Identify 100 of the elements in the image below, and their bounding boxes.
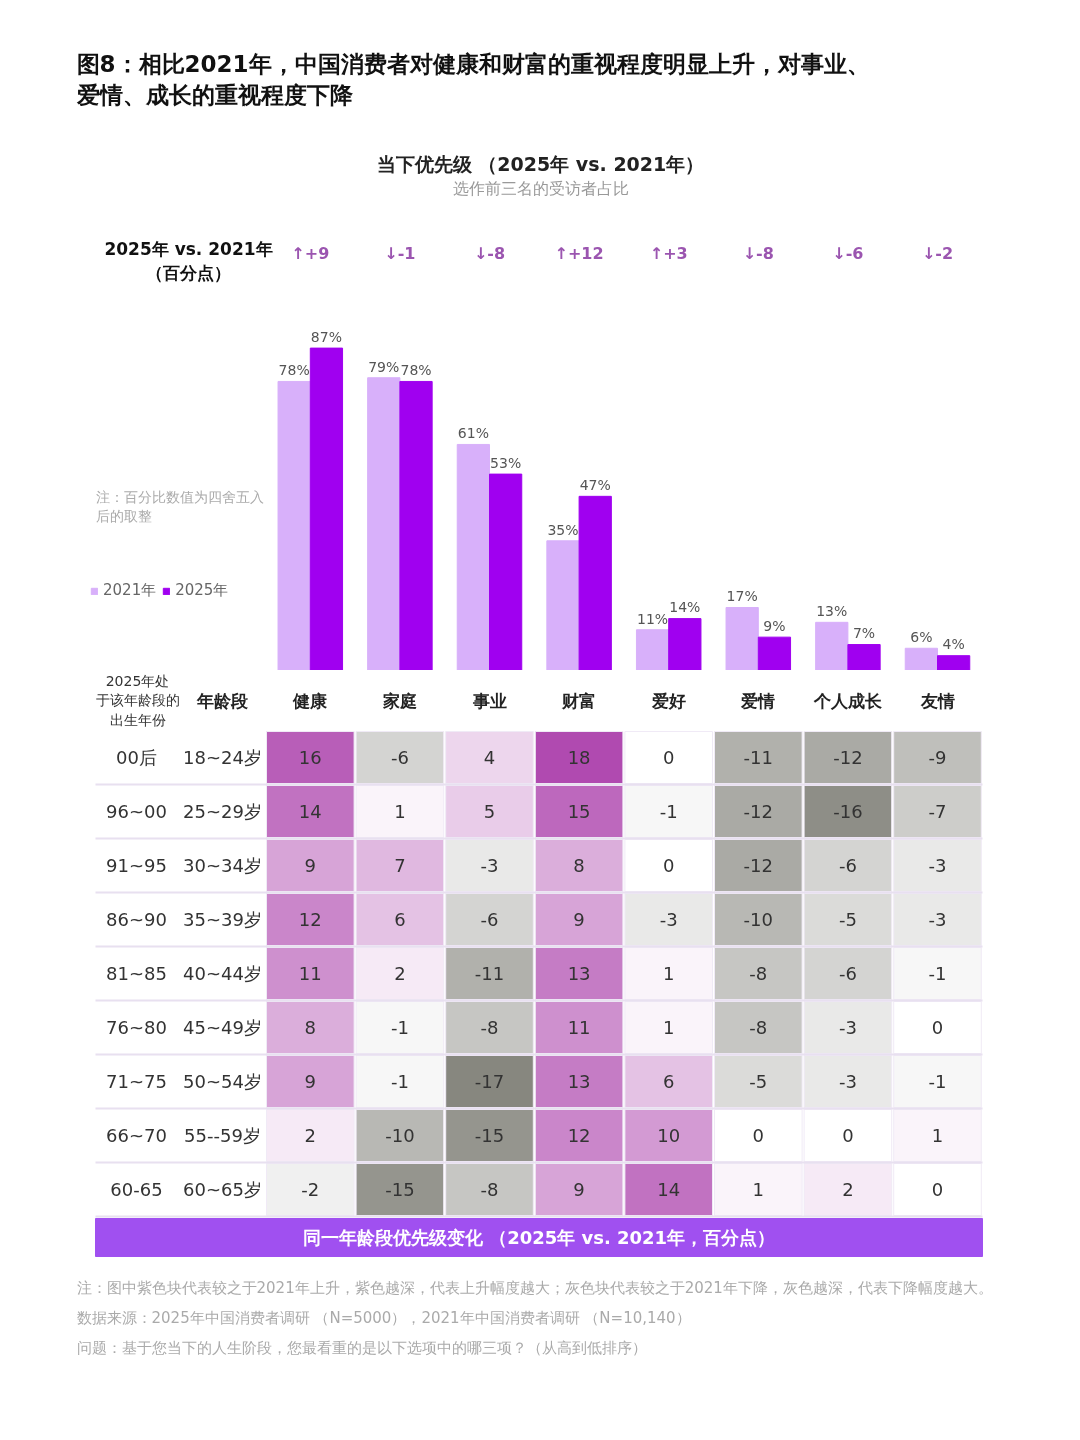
data-label: -1 xyxy=(928,963,947,984)
bar xyxy=(847,644,881,670)
bar xyxy=(309,347,344,670)
chart-title: 当下优先级 （2025年 vs. 2021年） xyxy=(376,153,705,176)
data-label: -15 xyxy=(474,1125,505,1146)
data-label: 9 xyxy=(304,1071,317,1092)
data-label: 9 xyxy=(573,1179,585,1200)
bar xyxy=(456,443,490,670)
text: ↓-8 xyxy=(742,244,774,264)
data-label: -8 xyxy=(749,1017,768,1038)
data-label: -7 xyxy=(928,801,947,822)
text: 2025年处于该年龄段的出生年份 xyxy=(95,673,180,728)
x-tick-label: 健康 xyxy=(292,690,329,711)
y2-tick-label: 91~95 xyxy=(106,855,167,876)
legend-label: 2021年 xyxy=(103,581,157,600)
y-tick-label: 40~44岁 xyxy=(183,963,262,984)
data-label: 1 xyxy=(394,801,406,822)
x-tick-label: 爱情 xyxy=(740,690,776,711)
data-label: 4% xyxy=(942,636,965,653)
bar xyxy=(757,636,792,670)
data-label: 6 xyxy=(662,1071,675,1092)
text: 注：图中紫色块代表较之于2021年上升，紫色越深，代表上升幅度越大；灰色块代表较之于2021年下降，灰色越深，代表下降幅度越大。 xyxy=(76,1278,993,1297)
bar xyxy=(725,607,759,670)
data-label: 47% xyxy=(579,477,611,494)
text: ↑+9 xyxy=(291,244,330,264)
x-tick-label: 家庭 xyxy=(381,690,417,711)
bar xyxy=(904,647,938,670)
data-label: 4 xyxy=(483,747,496,768)
bar xyxy=(277,380,311,670)
data-label: 10 xyxy=(657,1125,681,1146)
y2-tick-label: 86~90 xyxy=(106,909,167,930)
text: 图8：相比2021年，中国消费者对健康和财富的重视程度明显上升，对事业、爱情、成长的重视程度下降 xyxy=(75,50,870,108)
data-label: 14% xyxy=(669,599,701,616)
bar xyxy=(367,377,401,670)
data-label: -1 xyxy=(659,801,678,822)
y-tick-label: 45~49岁 xyxy=(183,1017,262,1038)
data-label: 6 xyxy=(394,909,406,930)
y-tick-label: 60~65岁 xyxy=(183,1179,262,1200)
data-label: 7% xyxy=(852,625,876,642)
y2-tick-label: 81~85 xyxy=(106,963,167,984)
data-label: -3 xyxy=(928,855,947,876)
data-label: 13% xyxy=(816,603,848,620)
data-label: -8 xyxy=(480,1179,499,1200)
data-label: 13 xyxy=(567,963,591,984)
text: 年龄段 xyxy=(196,690,249,711)
y-tick-label: 18~24岁 xyxy=(183,747,262,768)
bar xyxy=(578,495,612,670)
data-label: -9 xyxy=(928,747,947,768)
bar xyxy=(635,629,670,670)
x-axis-title: 同一年龄段优先级变化 （2025年 vs. 2021年，百分点） xyxy=(302,1227,776,1248)
data-label: 17% xyxy=(726,588,758,605)
text: ↓-1 xyxy=(384,244,416,264)
data-label: 9% xyxy=(763,617,786,634)
y-tick-label: 50~54岁 xyxy=(183,1071,262,1092)
text: 注：百分比数值为四舍五入后的取整 xyxy=(95,488,264,524)
data-label: 14 xyxy=(298,801,322,822)
data-label: 11 xyxy=(298,963,322,984)
data-label: -6 xyxy=(390,747,409,768)
data-label: -17 xyxy=(474,1071,505,1092)
data-label: -6 xyxy=(838,963,857,984)
data-label: -3 xyxy=(838,1017,857,1038)
data-label: -5 xyxy=(838,909,857,930)
y2-tick-label: 71~75 xyxy=(106,1071,167,1092)
text: ↑+3 xyxy=(649,244,688,264)
data-label: -8 xyxy=(480,1017,499,1038)
data-label: -5 xyxy=(749,1071,768,1092)
data-label: -3 xyxy=(659,909,678,930)
data-label: -15 xyxy=(385,1179,415,1200)
data-label: -12 xyxy=(833,747,863,768)
data-label: 1 xyxy=(931,1125,944,1146)
data-label: 12 xyxy=(298,909,322,930)
data-label: -12 xyxy=(743,801,774,822)
data-label: -11 xyxy=(743,747,774,768)
text: ↓-8 xyxy=(473,244,506,264)
y2-tick-label: 96~00 xyxy=(106,801,167,822)
y-tick-label: 25~29岁 xyxy=(183,801,262,822)
data-label: 2 xyxy=(394,963,406,984)
bar xyxy=(399,380,433,670)
data-label: 0 xyxy=(931,1179,944,1200)
y2-tick-label: 60-65 xyxy=(110,1179,163,1200)
data-label: 2 xyxy=(304,1125,317,1146)
data-label: 6% xyxy=(910,629,933,646)
data-label: -16 xyxy=(833,801,863,822)
x-tick-label: 财富 xyxy=(561,690,597,711)
text: 2025年 vs. 2021年（百分点） xyxy=(104,238,273,283)
data-label: -10 xyxy=(385,1125,415,1146)
bar xyxy=(546,540,580,670)
source-note: 数据来源：2025年中国消费者调研 （N=5000），2021年中国消费者调研 （N=10,140） xyxy=(76,1308,691,1327)
data-label: -2 xyxy=(301,1179,320,1200)
text: ↑+12 xyxy=(554,244,604,264)
text: 问题：基于您当下的人生阶段，您最看重的是以下选项中的哪三项？（从高到低排序） xyxy=(76,1338,647,1357)
data-label: 0 xyxy=(752,1125,765,1146)
data-label: 0 xyxy=(931,1017,944,1038)
bar xyxy=(937,655,971,670)
data-label: 1 xyxy=(752,1179,765,1200)
data-label: 0 xyxy=(842,1125,854,1146)
x-tick-label: 个人成长 xyxy=(812,690,883,711)
text: ↓-6 xyxy=(832,244,864,264)
y-tick-label: 30~34岁 xyxy=(183,855,262,876)
data-label: 11 xyxy=(567,1017,591,1038)
